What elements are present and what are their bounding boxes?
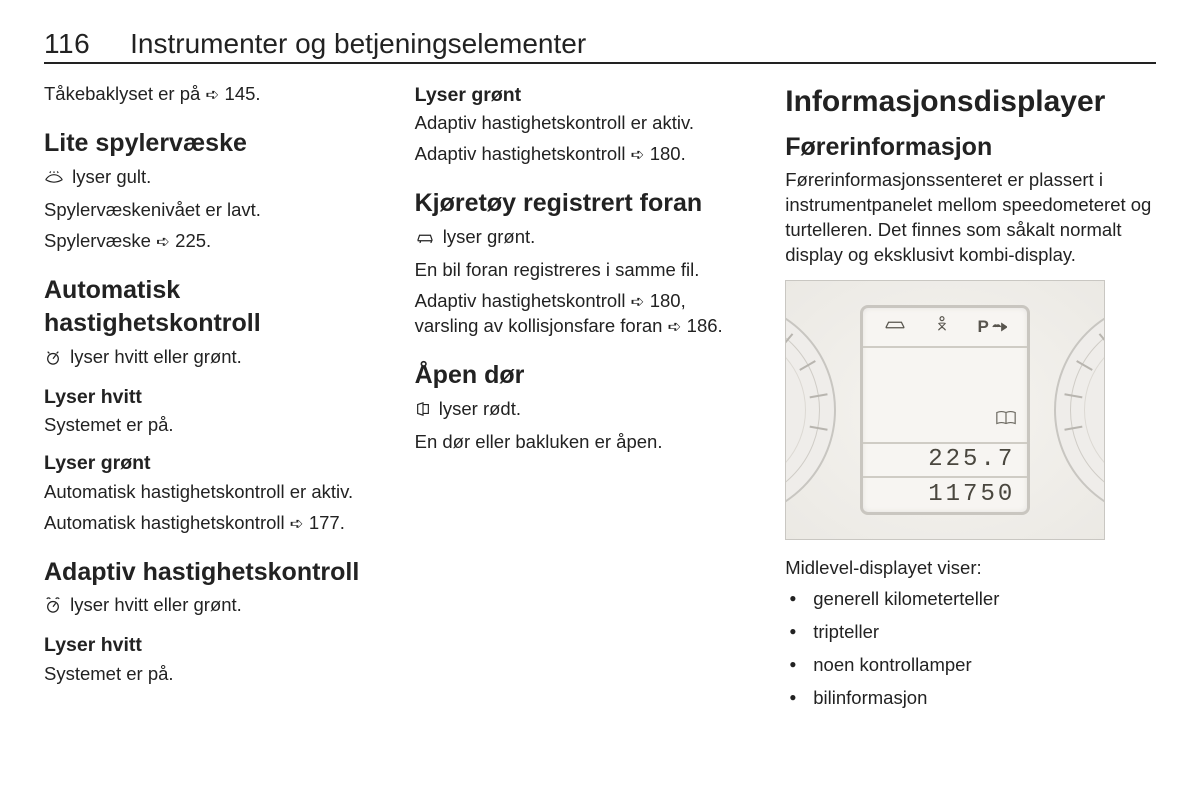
list-item: tripteller xyxy=(813,620,1156,645)
col2-green-heading: Lyser grønt xyxy=(415,82,750,108)
cruise-white-heading: Lyser hvitt xyxy=(44,384,379,410)
lcd-frame: P 225.7 11750 xyxy=(860,305,1030,515)
column-3: Informasjonsdisplayer Førerinformasjon F… xyxy=(785,82,1156,719)
lcd-mid-area xyxy=(863,348,1027,444)
column-2: Lyser grønt Adaptiv hastighetskontroll e… xyxy=(415,82,786,719)
fog-line: Tåkebaklyset er på ➪ 145. xyxy=(44,82,379,107)
heading-info-displays: Informasjonsdisplayer xyxy=(785,82,1156,123)
washer-low: Spylervæskenivået er lavt. xyxy=(44,198,379,223)
vehicle-ahead-icon xyxy=(415,227,435,252)
xref-arrow-icon: ➪ xyxy=(290,513,304,535)
adaptive-color: lyser hvitt eller grønt. xyxy=(44,593,379,620)
xref-arrow-icon: ➪ xyxy=(668,316,682,338)
cluster-illustration: P 225.7 11750 xyxy=(785,280,1105,540)
cruise-green-text: Automatisk hastighetskontroll er aktiv. xyxy=(44,480,379,505)
cruise-white-text: Systemet er på. xyxy=(44,413,379,438)
lcd-odo-value: 11750 xyxy=(863,478,1027,512)
xref-arrow-icon: ➪ xyxy=(631,291,645,313)
heading-vehicle-ahead: Kjøretøy registrert foran xyxy=(415,187,750,221)
door-open-icon xyxy=(415,399,431,424)
vehicle-refs: Adaptiv hastighetskontroll ➪ 180, varsli… xyxy=(415,289,750,339)
col2-green-text: Adaptiv hastighetskontroll er aktiv. xyxy=(415,111,750,136)
cruise-green-heading: Lyser grønt xyxy=(44,450,379,476)
adaptive-white-heading: Lyser hvitt xyxy=(44,632,379,658)
xref-arrow-icon: ➪ xyxy=(156,231,170,253)
xref-arrow-icon: ➪ xyxy=(631,144,645,166)
column-1: Tåkebaklyset er på ➪ 145. Lite spylervæs… xyxy=(44,82,415,719)
lcd-trip-value: 225.7 xyxy=(863,444,1027,478)
midlevel-intro: Midlevel-displayet viser: xyxy=(785,556,1156,581)
cruise-color: lyser hvitt eller grønt. xyxy=(44,345,379,372)
lcd-book-icon xyxy=(995,408,1017,432)
midlevel-list: generell kilometerteller tripteller noen… xyxy=(785,587,1156,711)
list-item: bilinformasjon xyxy=(813,686,1156,711)
gauge-right xyxy=(1054,300,1105,520)
washer-color: lyser gult. xyxy=(44,165,379,192)
cruise-ref: Automatisk hastighetskontroll ➪ 177. xyxy=(44,511,379,536)
lcd-car-icon xyxy=(884,316,906,339)
page-number: 116 xyxy=(44,28,90,60)
xref-arrow-icon: ➪ xyxy=(205,84,219,106)
content-columns: Tåkebaklyset er på ➪ 145. Lite spylervæs… xyxy=(44,82,1156,719)
driver-info-text: Førerinformasjonssenteret er plassert i … xyxy=(785,168,1156,268)
vehicle-text: En bil foran registreres i samme fil. xyxy=(415,258,750,283)
list-item: noen kontrollamper xyxy=(813,653,1156,678)
col2-green-ref: Adaptiv hastighetskontroll ➪ 180. xyxy=(415,142,750,167)
washer-ref: Spylervæske ➪ 225. xyxy=(44,229,379,254)
lcd-park-assist-icon: P xyxy=(977,316,1006,339)
heading-cruise: Automatisk hastighetskontroll xyxy=(44,274,379,342)
page-header: 116 Instrumenter og betjeningselementer xyxy=(44,28,1156,64)
lcd-icon-row: P xyxy=(863,308,1027,348)
heading-washer: Lite spylervæske xyxy=(44,127,379,161)
cruise-icon xyxy=(44,347,62,372)
adaptive-white-text: Systemet er på. xyxy=(44,662,379,687)
fog-text: Tåkebaklyset er på xyxy=(44,83,200,104)
adaptive-cruise-icon xyxy=(44,595,62,620)
lcd-seatbelt-icon xyxy=(935,316,949,339)
heading-adaptive: Adaptiv hastighetskontroll xyxy=(44,556,379,590)
heading-driver-info: Førerinformasjon xyxy=(785,131,1156,165)
washer-icon xyxy=(44,167,64,192)
vehicle-color: lyser grønt. xyxy=(415,225,750,252)
door-text: En dør eller bakluken er åpen. xyxy=(415,430,750,455)
door-color: lyser rødt. xyxy=(415,397,750,424)
chapter-title: Instrumenter og betjeningselementer xyxy=(130,28,586,60)
fog-ref: 145 xyxy=(225,83,256,104)
gauge-left xyxy=(785,300,836,520)
heading-open-door: Åpen dør xyxy=(415,359,750,393)
list-item: generell kilometerteller xyxy=(813,587,1156,612)
